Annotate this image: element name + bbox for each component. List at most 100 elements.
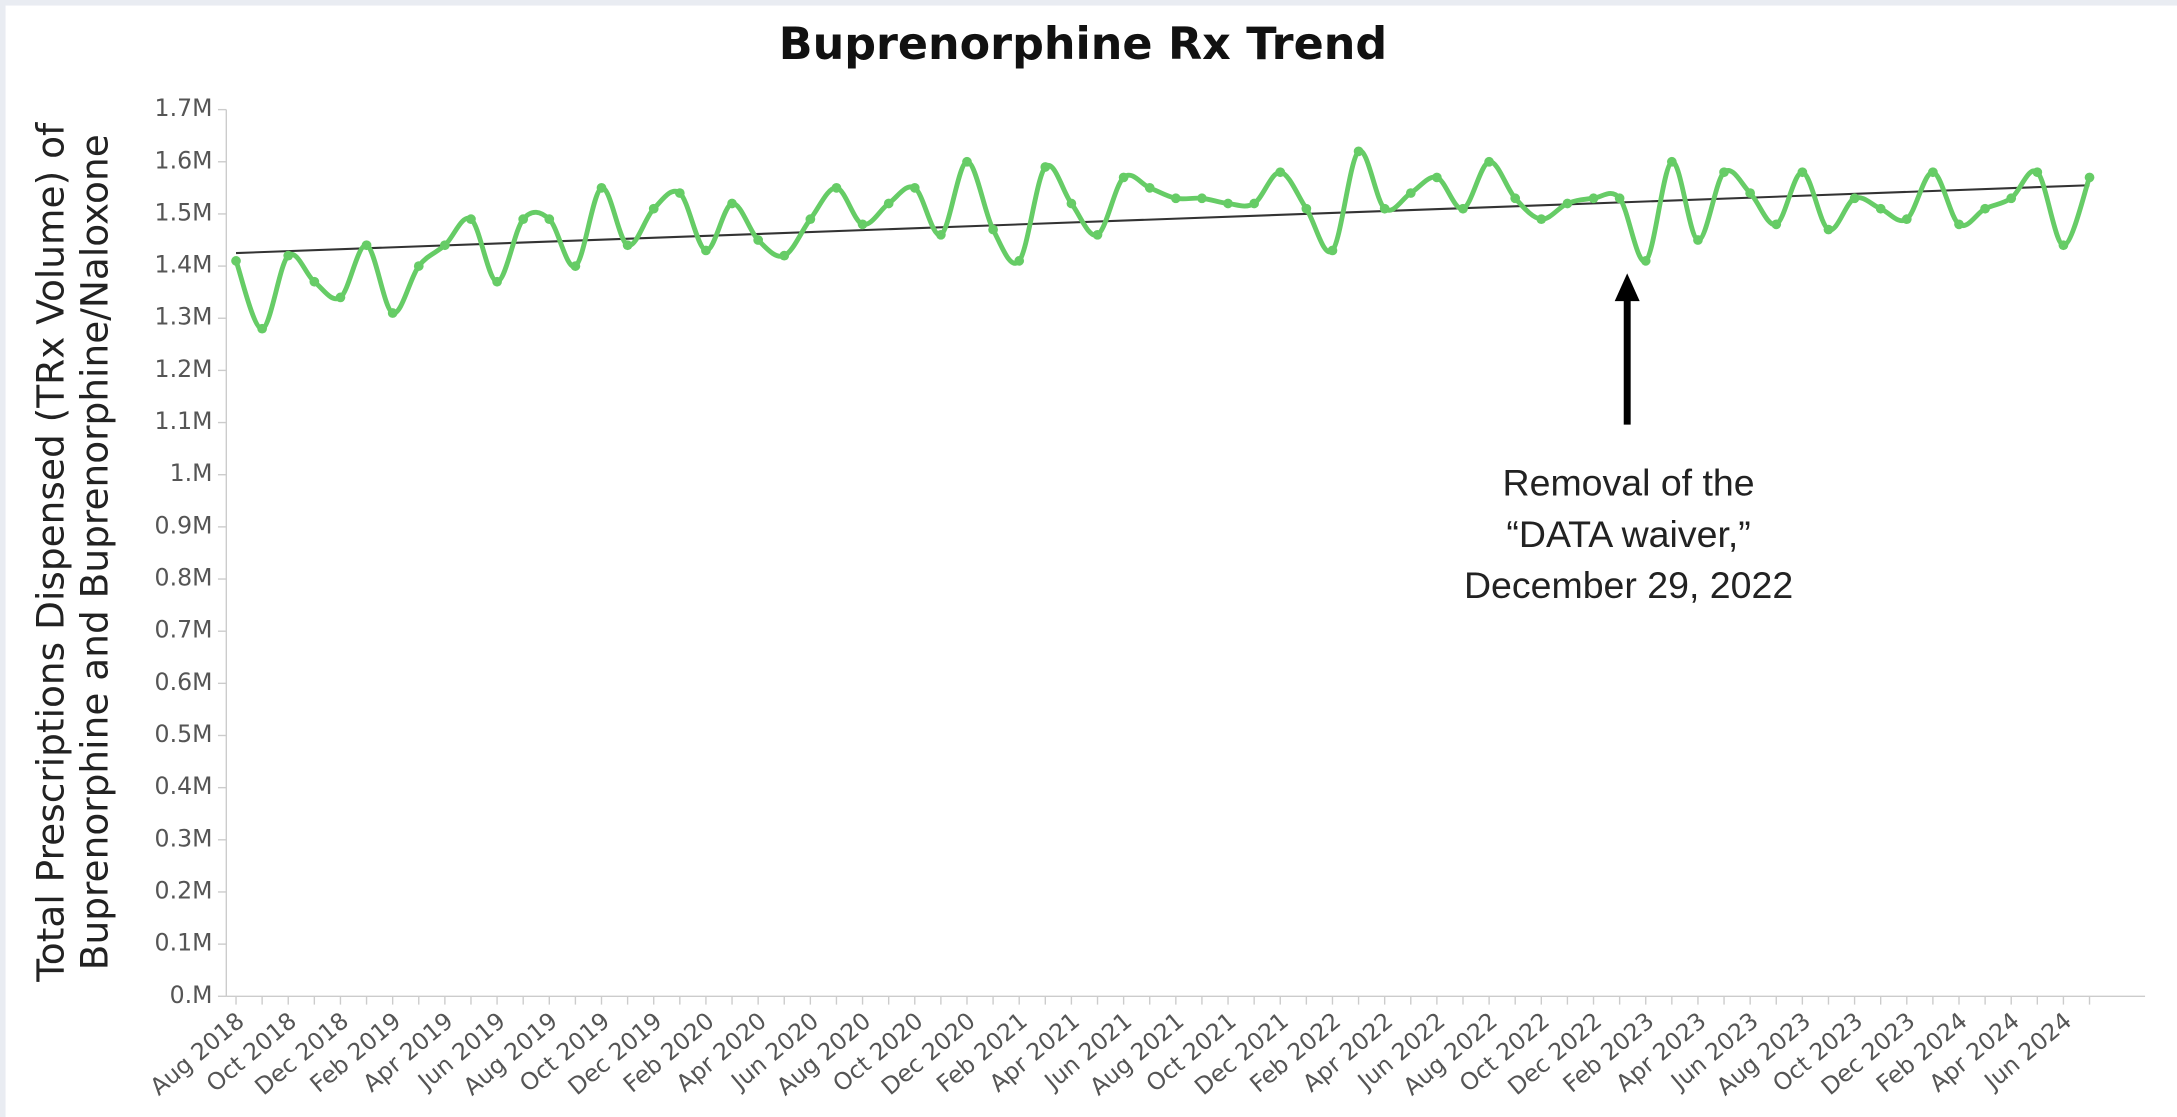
- data-point: [674, 188, 685, 198]
- chart-background: [5, 5, 2177, 1117]
- y-tick-label: 1.3M: [155, 303, 213, 331]
- y-tick-label: 0.3M: [155, 824, 213, 852]
- data-point: [257, 323, 267, 334]
- data-point: [1640, 256, 1651, 266]
- data-point: [387, 308, 398, 318]
- data-point: [1197, 193, 1207, 204]
- y-tick-label: 0.6M: [155, 668, 213, 696]
- data-point: [2084, 172, 2095, 183]
- data-point: [1901, 214, 1912, 225]
- data-point: [1954, 219, 1964, 230]
- data-point: [805, 214, 816, 225]
- data-point: [2058, 240, 2069, 251]
- data-point: [231, 256, 241, 266]
- y-tick-label: 0.7M: [155, 616, 213, 644]
- data-point: [1693, 235, 1703, 245]
- y-tick-label: 1.4M: [155, 251, 213, 279]
- data-point: [361, 240, 372, 251]
- data-point: [1301, 203, 1312, 214]
- y-tick-label: 1.5M: [155, 198, 213, 226]
- data-point: [1823, 224, 1834, 235]
- data-point: [413, 261, 424, 271]
- data-point: [1040, 162, 1051, 172]
- data-point: [1144, 182, 1155, 193]
- data-point: [2032, 167, 2043, 178]
- data-point: [1980, 203, 1990, 214]
- annotation-arrow-head: [1614, 273, 1640, 302]
- y-tick-label: 1.1M: [155, 407, 213, 435]
- data-point: [1510, 193, 1521, 204]
- annotation-line: December 29, 2022: [1464, 564, 1793, 606]
- trend-line: [235, 184, 2090, 255]
- data-point: [1223, 198, 1233, 209]
- data-point: [1405, 188, 1416, 198]
- data-point: [988, 224, 998, 235]
- data-point: [1536, 214, 1547, 225]
- data-point: [309, 276, 320, 287]
- data-point: [1275, 167, 1286, 178]
- data-point: [962, 156, 972, 167]
- data-point: [1327, 245, 1338, 256]
- y-tick-label: 0.2M: [155, 876, 213, 904]
- y-axis-title-line: Total Prescriptions Dispensed (TRx Volum…: [28, 122, 72, 983]
- y-tick-label: 1.M: [170, 459, 213, 487]
- data-point: [1928, 167, 1938, 178]
- data-point: [1719, 167, 1729, 178]
- data-point: [1379, 203, 1390, 214]
- y-tick-label: 0.M: [170, 981, 213, 1009]
- data-point: [335, 292, 346, 303]
- data-point: [1666, 156, 1677, 167]
- data-point: [1249, 198, 1260, 209]
- data-point: [1484, 156, 1494, 167]
- y-tick-label: 0.5M: [155, 720, 213, 748]
- data-point: [596, 182, 607, 193]
- data-point: [909, 182, 920, 193]
- data-point: [1458, 203, 1468, 214]
- data-point: [648, 203, 659, 214]
- data-point: [1014, 256, 1025, 266]
- data-point: [1092, 229, 1103, 240]
- y-tick-label: 0.4M: [155, 772, 213, 800]
- data-point: [936, 229, 946, 240]
- data-point: [1066, 198, 1077, 209]
- data-point: [1353, 146, 1364, 157]
- data-point: [753, 235, 764, 245]
- y-tick-label: 0.9M: [155, 511, 213, 539]
- y-tick-label: 1.7M: [155, 94, 213, 122]
- data-point: [1614, 193, 1625, 204]
- data-point: [1849, 193, 1860, 204]
- data-point: [518, 214, 529, 225]
- annotation: Removal of the “DATA waiver,” December 2…: [1464, 273, 1793, 606]
- data-point: [857, 219, 868, 230]
- annotation-line: Removal of the: [1503, 462, 1755, 504]
- y-tick-label: 1.2M: [155, 355, 213, 383]
- y-tick-label: 1.6M: [155, 146, 213, 174]
- data-point: [440, 240, 450, 251]
- data-point: [1432, 172, 1442, 183]
- data-point: [727, 198, 737, 209]
- data-point: [831, 182, 842, 193]
- data-point: [1118, 172, 1129, 183]
- data-point: [1588, 193, 1599, 204]
- data-point: [701, 245, 711, 256]
- data-point: [1562, 198, 1573, 209]
- y-axis-title-line: Buprenorphine and Buprenorphine/Naloxone: [73, 134, 117, 970]
- y-tick-label: 0.8M: [155, 564, 213, 592]
- chart-title: Buprenorphine Rx Trend: [779, 19, 1387, 70]
- data-point: [466, 214, 476, 225]
- y-axis-title: Total Prescriptions Dispensed (TRx Volum…: [28, 122, 116, 983]
- annotation-line: “DATA waiver,”: [1506, 513, 1750, 555]
- data-point: [622, 240, 633, 251]
- data-point: [1170, 193, 1181, 204]
- data-point: [1771, 219, 1782, 230]
- data-point: [1797, 167, 1808, 178]
- data-point: [1745, 188, 1756, 198]
- data-point: [492, 276, 502, 287]
- data-point: [779, 250, 790, 261]
- data-point: [2006, 193, 2017, 204]
- data-point: [544, 214, 555, 225]
- y-tick-label: 0.1M: [155, 929, 213, 957]
- data-point: [883, 198, 894, 209]
